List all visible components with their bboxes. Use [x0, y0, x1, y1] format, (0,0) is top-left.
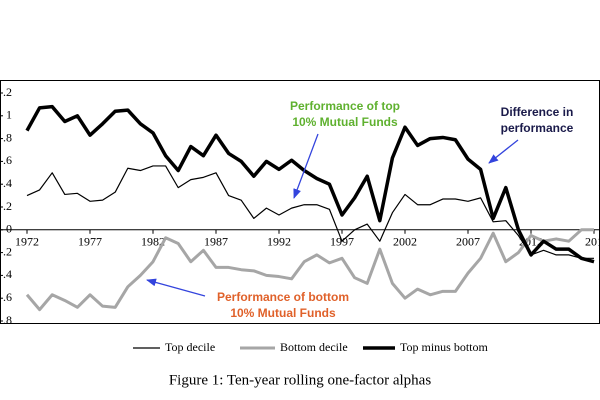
x-tick-label: 2002 [393, 235, 417, 249]
series-line [26, 165, 594, 259]
legend-label: Top minus bottom [400, 340, 488, 354]
y-tick-label: .8 [3, 130, 12, 144]
y-tick-label: .8 [3, 313, 12, 327]
x-tick-label: 1992 [267, 235, 291, 249]
x-tick-label: 201 [585, 235, 600, 249]
y-tick-label: 0 [6, 222, 12, 236]
legend-label: Top decile [165, 340, 215, 354]
y-tick-label: .2 [3, 85, 12, 99]
y-tick-label: 1 [6, 108, 12, 122]
annotation: performance [501, 121, 574, 135]
annotation: Performance of top [290, 99, 400, 113]
y-tick-label: .4 [3, 267, 12, 281]
x-tick-label: 1972 [15, 235, 39, 249]
y-tick-label: .2 [3, 244, 12, 258]
x-tick-label: 1982 [141, 235, 165, 249]
y-tick-label: .2 [3, 199, 12, 213]
annotation-arrow [488, 139, 519, 164]
annotation: 10% Mutual Funds [292, 115, 398, 129]
x-tick-label: 1977 [78, 235, 102, 249]
annotation: 10% Mutual Funds [230, 306, 336, 320]
annotation: Performance of bottom [217, 290, 349, 304]
x-tick-label: 1987 [204, 235, 228, 249]
annotation: Difference in [501, 105, 574, 119]
y-tick-label: .6 [3, 153, 12, 167]
series-line [25, 104, 595, 264]
y-tick-label: .6 [3, 290, 12, 304]
annotation-arrow [146, 278, 206, 297]
legend-label: Bottom decile [280, 340, 348, 354]
caption: Figure 1: Ten-year rolling one-factor al… [169, 372, 431, 388]
x-tick-label: 2007 [456, 235, 480, 249]
y-tick-label: .4 [3, 176, 12, 190]
series-line [25, 228, 594, 312]
annotation-arrow [293, 133, 319, 199]
